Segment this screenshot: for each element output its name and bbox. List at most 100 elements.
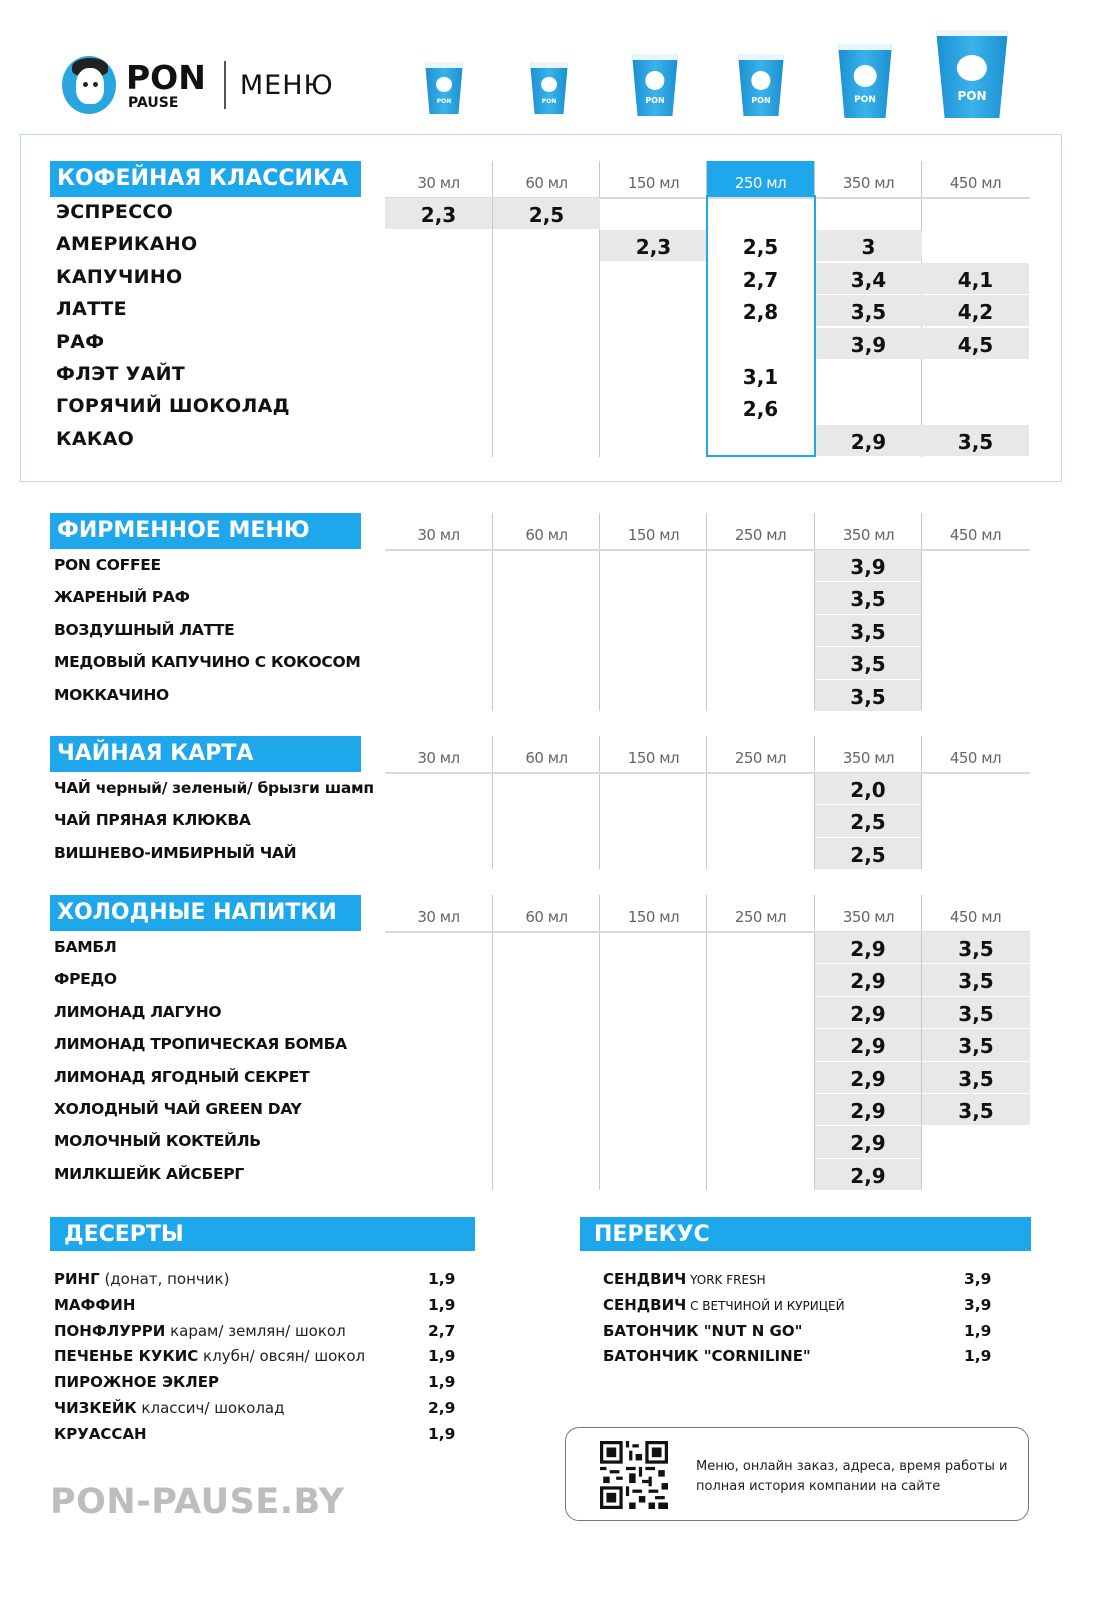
column-divider [921,736,922,869]
price-cell-450: 3,5 [922,964,1030,996]
dessert-price: 1,9 [428,1347,456,1366]
price-cell-350: 2,9 [815,1158,921,1191]
snack-price: 3,9 [964,1270,992,1288]
snack-item: СЕНДВИЧ YORK FRESH [603,1270,766,1288]
snacks-title: ПЕРЕКУС [580,1217,1031,1251]
dessert-name: ПЕЧЕНЬЕ КУКИС [54,1347,199,1366]
column-divider [921,895,922,1190]
cup-logo-mark [751,71,771,90]
snack-name: БАТОНЧИК "CORNILINE" [603,1347,811,1366]
price-cell: 2,3 [600,230,707,262]
brand-pause: PAUSE [128,94,179,111]
column-divider [706,895,707,1190]
classic-title: КОФЕЙНАЯ КЛАССИКА [50,161,361,197]
header-underline [385,772,1030,774]
column-divider [492,161,493,457]
price-cell-350: 3,5 [815,614,921,647]
column-divider [599,895,600,1190]
price-cell: 2,6 [742,397,779,422]
size-label: 250 мл [707,161,814,197]
dessert-item: ПЕЧЕНЬЕ КУКИС клубн/ овсян/ шокол [54,1347,365,1365]
dessert-price: 2,9 [428,1399,456,1417]
signature-item-name: МЕДОВЫЙ КАПУЧИНО С КОКОСОМ [54,653,361,672]
snack-modifier: С ВЕТЧИНОЙ И КУРИЦЕЙ [686,1298,845,1313]
qr-info-box[interactable]: Меню, онлайн заказ, адреса, время работы… [565,1427,1029,1521]
snack-item: БАТОНЧИК "CORNILINE" [603,1347,811,1365]
cup-logo-mark [853,64,877,87]
size-label: 250 мл [734,908,787,926]
size-label: 30 мл [417,174,460,192]
column-divider [814,513,815,711]
cup-logo-mark [541,76,557,93]
dessert-price: 1,9 [428,1424,456,1443]
size-label: 60 мл [525,174,568,192]
brand-pon: PON [126,57,206,97]
qr-code-icon[interactable] [600,1441,668,1509]
header-divider [223,61,226,109]
page-title: МЕНЮ [239,69,334,101]
price-cell-350: 3,5 [815,582,921,614]
header-underline [385,549,1030,551]
menu-item-name: ЭСПРЕССО [56,201,174,223]
dessert-modifier: карам/ землян/ шокол [165,1321,346,1340]
dessert-name: ПОНФЛУРРИ [54,1321,166,1340]
price-cell: 2,8 [742,300,779,325]
size-label: 250 мл [734,526,787,544]
qr-text-line2: полная история компании на сайте [696,1479,941,1494]
size-label: 30 мл [417,526,460,544]
size-label: 150 мл [627,174,680,192]
column-divider [814,736,815,869]
snack-name: БАТОНЧИК "NUT N GO" [603,1321,803,1340]
cup-brand-text: PON [541,97,557,105]
website-link[interactable]: PON-PAUSE.BY [50,1482,345,1522]
price-cell-450: 3,5 [922,996,1030,1029]
size-label: 450 мл [949,749,1002,767]
price-cell-450: 3,5 [922,1029,1030,1061]
dessert-name: ЧИЗКЕЙК [54,1399,137,1417]
price-cell-350: 2,9 [815,1126,921,1158]
snack-name: СЕНДВИЧ [603,1295,687,1314]
price-cell-350: 2,9 [815,1029,921,1061]
dessert-modifier: (донат, пончик) [99,1270,230,1288]
column-divider [599,736,600,869]
size-label: 450 мл [949,908,1002,926]
size-label: 150 мл [627,526,680,544]
price-cell-350: 2,0 [815,773,921,805]
price-cell: 3,1 [742,365,779,389]
price-cell-350: 3,5 [815,647,921,679]
price-cell: 4,5 [922,327,1029,359]
dessert-item: РИНГ (донат, пончик) [54,1270,229,1288]
snack-modifier: YORK FRESH [686,1273,766,1287]
signature-item-name: ВОЗДУШНЫЙ ЛАТТЕ [54,620,235,639]
classic-section-frame [20,134,1062,482]
cold-item-name: ЛИМОНАД ЛАГУНО [54,1002,222,1021]
cup-logo-mark [436,76,452,93]
cup-icon: PON [425,62,463,114]
size-label: 250 мл [734,749,787,767]
cold-item-name: ЛИМОНАД ЯГОДНЫЙ СЕКРЕТ [54,1067,310,1086]
cold-item-name: МОЛОЧНЫЙ КОКТЕЙЛЬ [54,1132,261,1151]
size-label: 60 мл [525,526,568,544]
price-cell-350: 2,9 [815,932,921,964]
column-divider [814,895,815,1190]
dessert-name: РИНГ [54,1270,100,1288]
snack-item: СЕНДВИЧ С ВЕТЧИНОЙ И КУРИЦЕЙ [603,1296,845,1314]
cup-brand-text: PON [751,95,771,105]
snack-price: 1,9 [964,1347,992,1366]
tea-item-name: ЧАЙ черный/ зеленый/ брызги шамп [54,779,374,797]
signature-item-name: ЖАРЕНЫЙ РАФ [54,588,190,607]
cup-brand-text: PON [645,95,665,105]
cup-brand-text: PON [436,97,452,105]
snack-price: 3,9 [964,1295,992,1314]
dessert-modifier: клубн/ овсян/ шокол [198,1347,366,1366]
qr-text-line1: Меню, онлайн заказ, адреса, время работы… [696,1459,1008,1474]
snack-price: 1,9 [964,1321,992,1340]
price-cell: 4,1 [922,262,1029,294]
snack-item: БАТОНЧИК "NUT N GO" [603,1322,802,1340]
cup-icon: PON [838,44,892,118]
price-cell-350: 2,9 [815,1094,921,1126]
cold-item-name: ЛИМОНАД ТРОПИЧЕСКАЯ БОМБА [54,1035,347,1054]
dessert-price: 1,9 [428,1270,456,1288]
cup-icon: PON [738,54,784,116]
dessert-item: ПОНФЛУРРИ карам/ землян/ шокол [54,1322,346,1340]
